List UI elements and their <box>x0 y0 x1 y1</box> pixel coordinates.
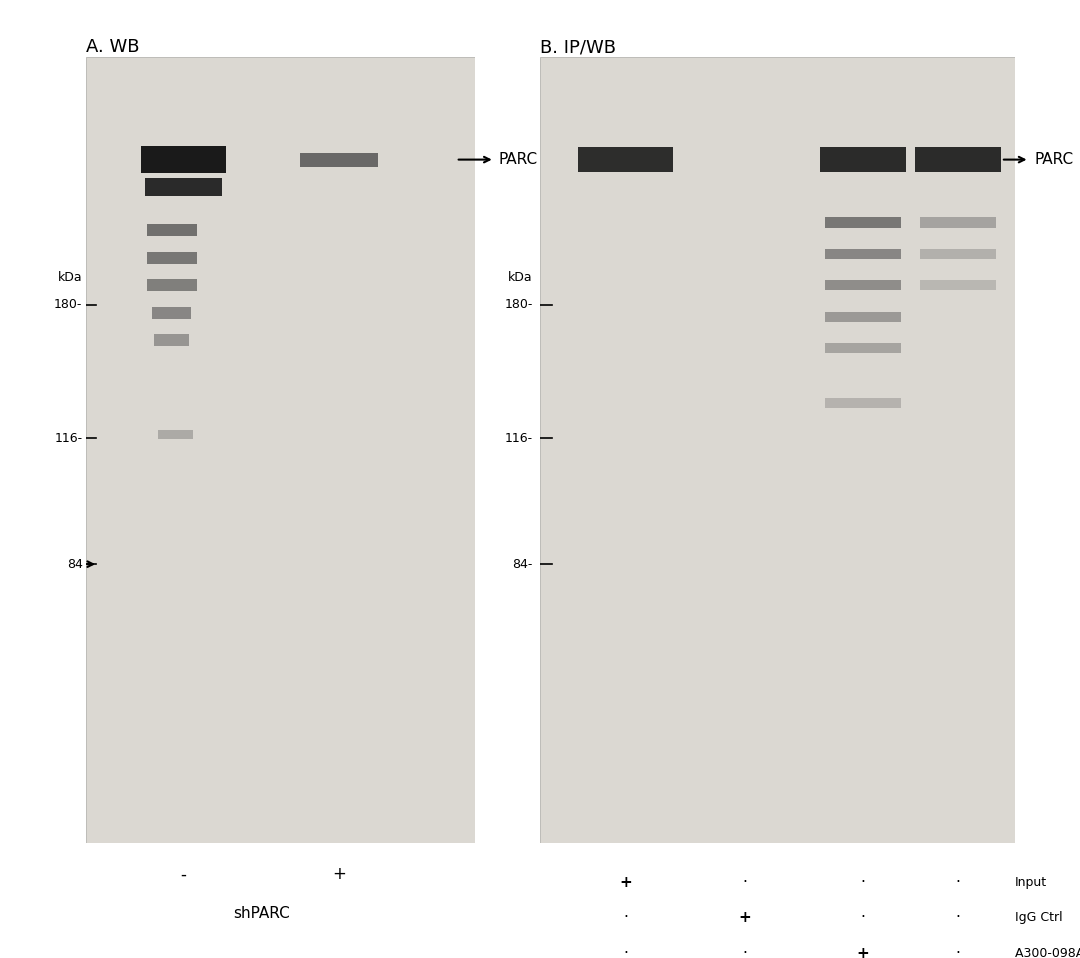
FancyBboxPatch shape <box>300 152 378 167</box>
FancyBboxPatch shape <box>147 224 198 237</box>
FancyBboxPatch shape <box>86 57 475 843</box>
Text: A. WB: A. WB <box>86 38 140 57</box>
Text: 180-: 180- <box>54 299 82 311</box>
FancyBboxPatch shape <box>825 280 901 290</box>
FancyBboxPatch shape <box>145 178 222 195</box>
Text: 116-: 116- <box>54 432 82 445</box>
Text: +: + <box>619 875 632 890</box>
Text: +: + <box>738 910 751 925</box>
FancyBboxPatch shape <box>159 430 193 440</box>
FancyBboxPatch shape <box>821 147 906 172</box>
Text: IgG Ctrl: IgG Ctrl <box>1015 911 1063 924</box>
FancyBboxPatch shape <box>920 217 996 228</box>
Text: PARC: PARC <box>499 152 538 167</box>
FancyBboxPatch shape <box>825 217 901 228</box>
Text: ·: · <box>742 946 746 958</box>
Text: kDa: kDa <box>58 271 82 284</box>
FancyBboxPatch shape <box>154 334 189 346</box>
FancyBboxPatch shape <box>825 343 901 354</box>
Text: +: + <box>333 865 346 883</box>
FancyBboxPatch shape <box>920 249 996 259</box>
Text: ·: · <box>742 875 746 890</box>
Text: ·: · <box>861 875 865 890</box>
Text: -: - <box>180 865 187 883</box>
Text: B. IP/WB: B. IP/WB <box>540 38 616 57</box>
Text: ·: · <box>861 910 865 925</box>
Text: Input: Input <box>1015 876 1048 889</box>
Text: ·: · <box>623 910 627 925</box>
Text: ·: · <box>956 910 960 925</box>
Text: ·: · <box>623 946 627 958</box>
Text: 84-: 84- <box>513 558 532 571</box>
FancyBboxPatch shape <box>916 147 1001 172</box>
Text: 116-: 116- <box>504 432 532 445</box>
FancyBboxPatch shape <box>825 249 901 259</box>
Text: PARC: PARC <box>1035 152 1074 167</box>
FancyBboxPatch shape <box>140 146 227 173</box>
Text: A300-098A IP: A300-098A IP <box>1015 947 1080 958</box>
Text: ·: · <box>956 946 960 958</box>
FancyBboxPatch shape <box>147 280 198 291</box>
FancyBboxPatch shape <box>920 280 996 290</box>
FancyBboxPatch shape <box>825 398 901 408</box>
FancyBboxPatch shape <box>152 307 191 319</box>
FancyBboxPatch shape <box>825 311 901 322</box>
Text: 84: 84 <box>67 558 82 571</box>
FancyBboxPatch shape <box>540 57 1015 843</box>
Text: kDa: kDa <box>509 271 532 284</box>
Text: 180-: 180- <box>504 299 532 311</box>
FancyBboxPatch shape <box>578 147 673 172</box>
Text: ·: · <box>956 875 960 890</box>
FancyBboxPatch shape <box>147 252 198 263</box>
Text: shPARC: shPARC <box>233 906 289 922</box>
Text: +: + <box>856 946 869 958</box>
